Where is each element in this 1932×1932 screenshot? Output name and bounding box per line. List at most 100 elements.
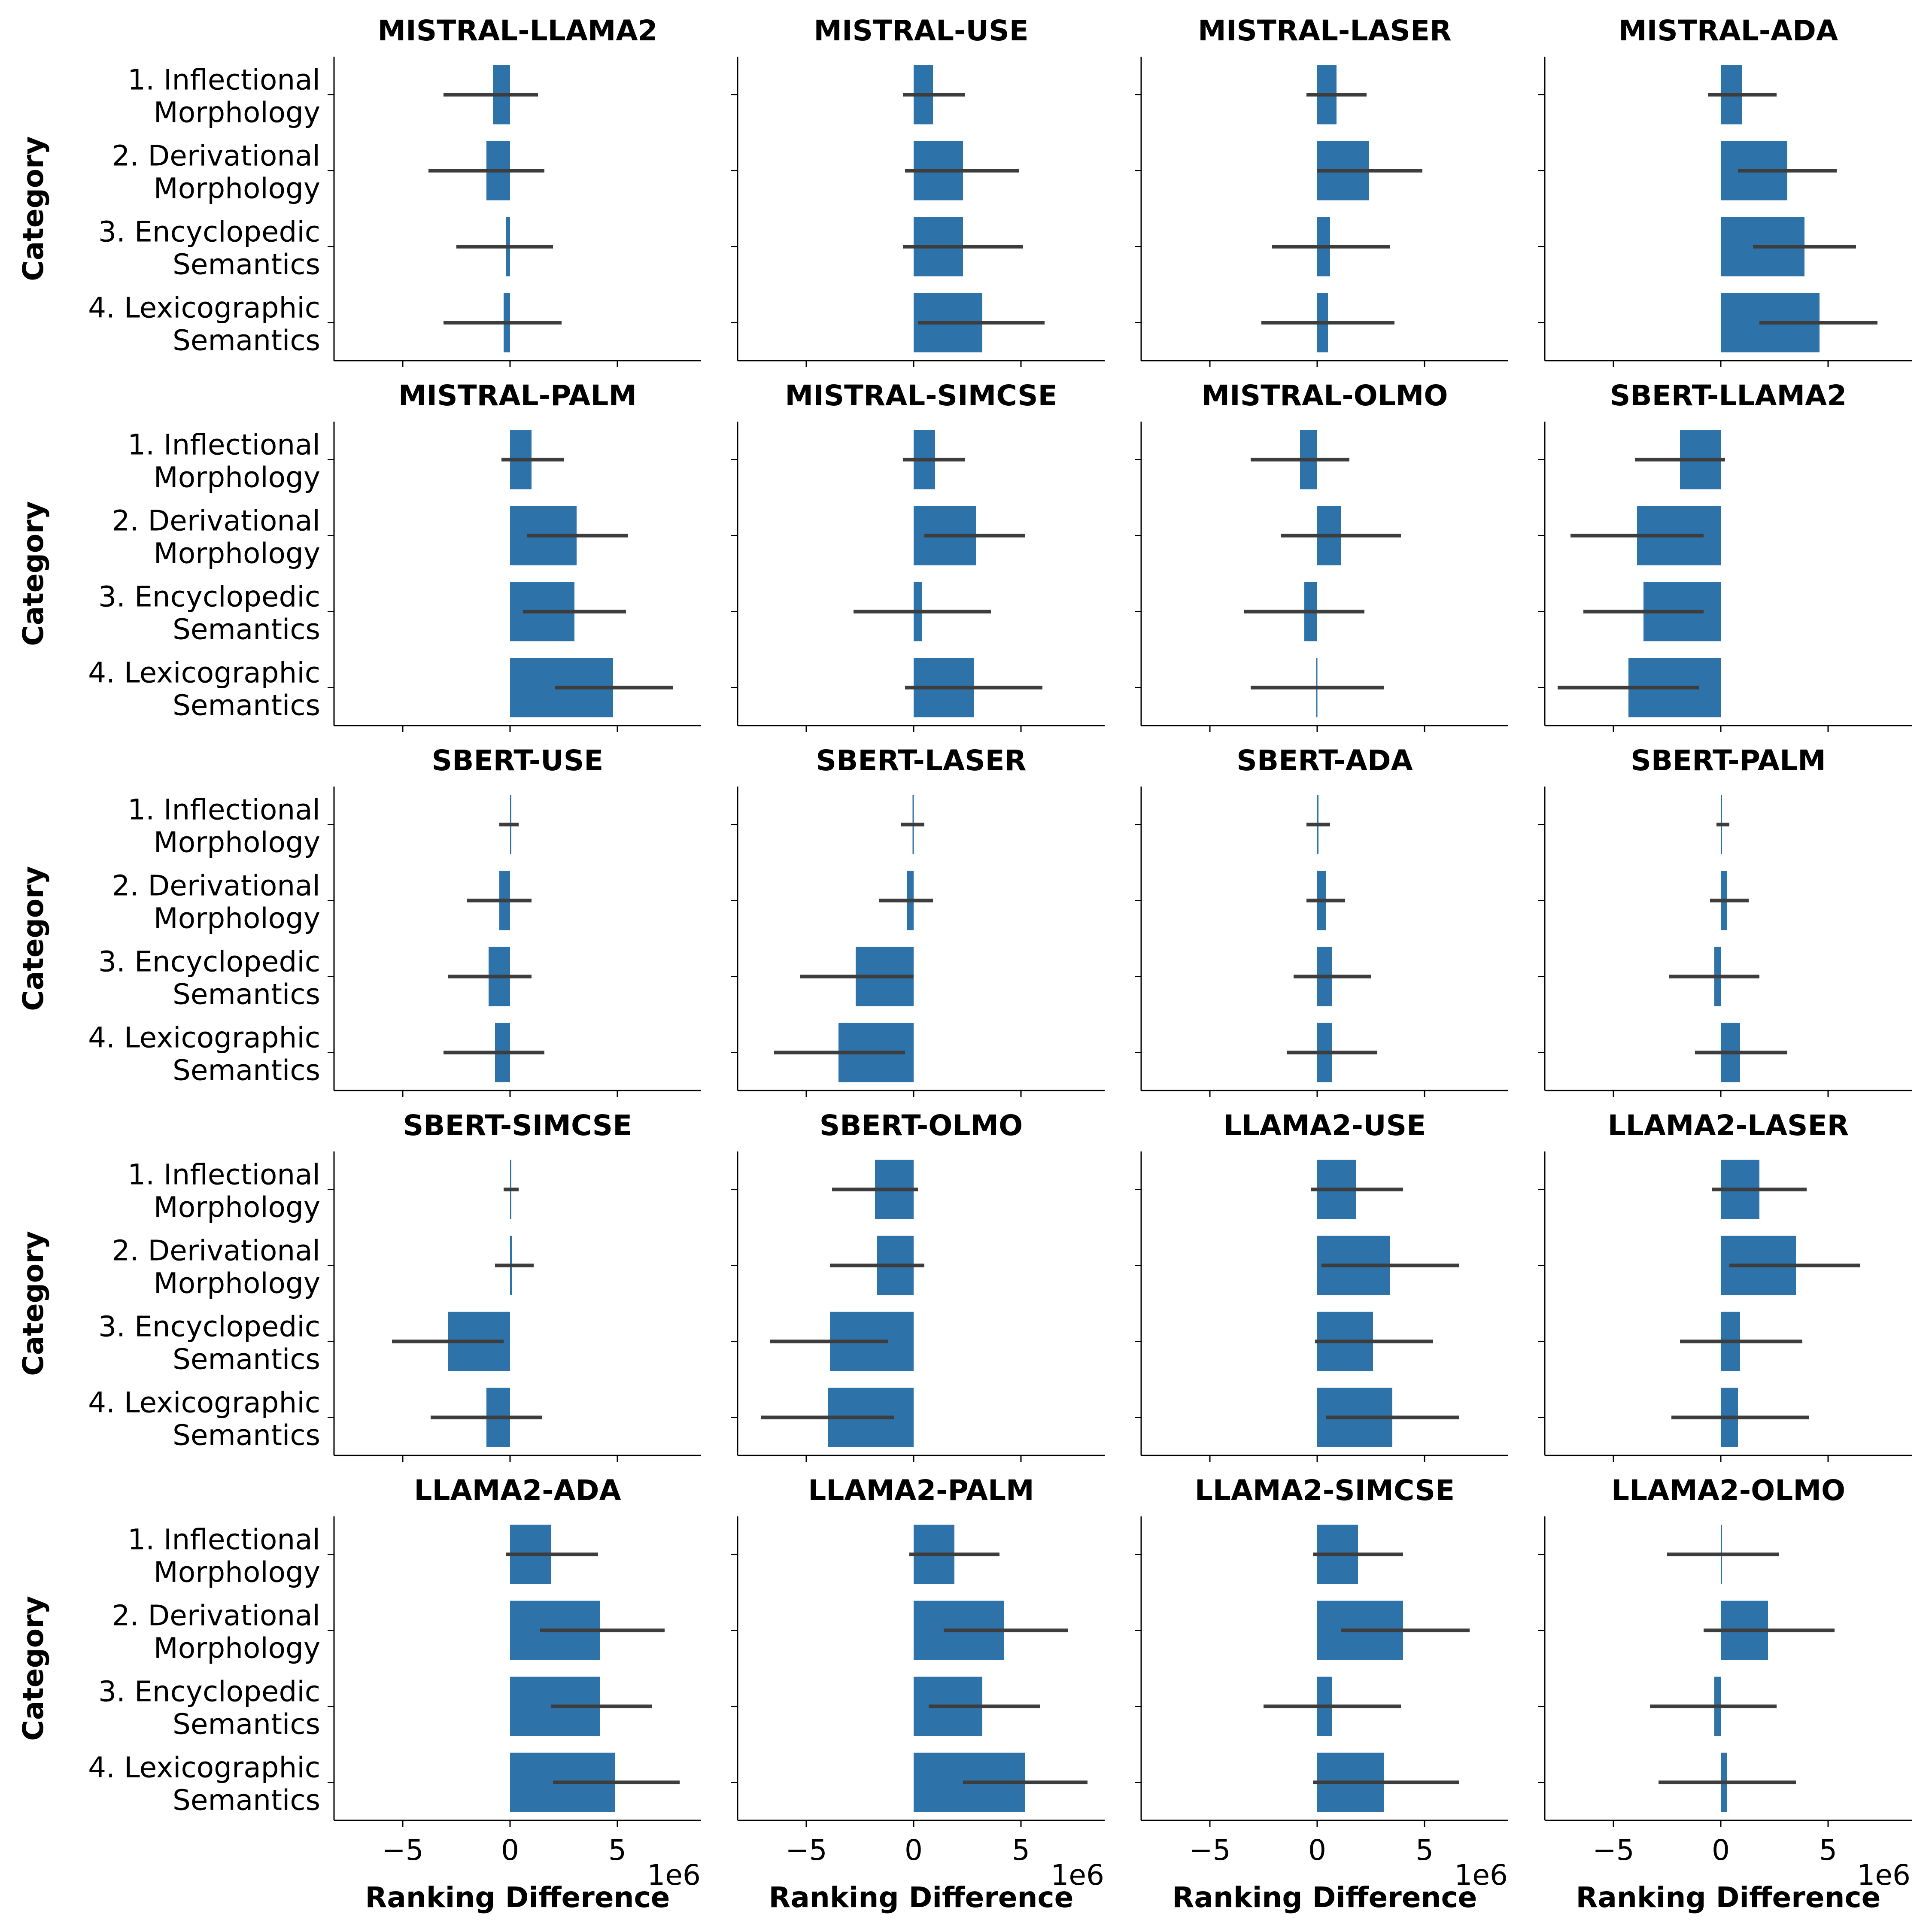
x-tick-label: 0 [501,1834,519,1867]
y-tick-label: 1. Inflectional [128,64,320,97]
y-tick-label: Semantics [173,613,320,646]
y-tick-label: 4. Lexicographic [88,1021,320,1054]
y-tick-label: 2. Derivational [112,1234,320,1267]
y-tick-label: Semantics [173,1708,320,1741]
y-tick-label: 2. Derivational [112,1599,320,1632]
y-tick-label: 1. Inflectional [128,1158,320,1191]
x-tick-label: −5 [1189,1834,1230,1867]
panel-title: LLAMA2-OLMO [1611,1474,1845,1507]
panel-title: MISTRAL-USE [814,14,1028,47]
panel-title: MISTRAL-ADA [1619,14,1838,47]
panel-title: SBERT-LASER [816,744,1026,777]
panel-title: MISTRAL-LLAMA2 [377,14,657,47]
y-tick-label: 4. Lexicographic [88,1751,320,1784]
panel-mistral-simcse: MISTRAL-SIMCSE [731,379,1105,732]
panel-sbert-llama2: SBERT-LLAMA2 [1538,379,1912,732]
x-tick-label: 5 [608,1834,626,1867]
panel-title: SBERT-OLMO [820,1109,1023,1142]
y-tick-label: 1. Inflectional [128,793,320,826]
x-tick-label: 0 [905,1834,923,1867]
panel-llama2-palm: LLAMA2-PALM −5 0 5 Ranking Difference [731,1474,1105,1914]
y-tick-label: 4. Lexicographic [88,1386,320,1419]
panel-title: SBERT-USE [432,744,604,777]
panel-sbert-palm: SBERT-PALM [1538,744,1912,1097]
x-tick-label: 5 [1012,1834,1030,1867]
panel-title: LLAMA2-SIMCSE [1195,1474,1455,1507]
y-tick-label: Semantics [173,324,320,357]
y-tick-label: Morphology [154,1632,320,1665]
panel-mistral-use: MISTRAL-USE [731,14,1105,367]
y-tick-label: Morphology [154,96,320,129]
y-tick-label: Morphology [154,172,320,205]
y-tick-label: Semantics [173,1784,320,1817]
x-tick-label: 5 [1416,1834,1434,1867]
x-offset-label: 1e6 [1454,1859,1508,1892]
y-tick-label: 3. Encyclopedic [98,216,320,249]
panel-llama2-simcse: LLAMA2-SIMCSE −5 0 5 Ranking Difference [1135,1474,1508,1914]
x-axis-title: Ranking Difference [365,1881,670,1914]
y-tick-label: 1. Inflectional [128,428,320,462]
x-offset-label: 1e6 [1051,1859,1104,1892]
x-tick-label: 5 [1819,1834,1837,1867]
x-axis-title: Ranking Difference [1173,1881,1477,1914]
y-tick-label: 2. Derivational [112,869,320,902]
panel-title: LLAMA2-LASER [1608,1109,1849,1142]
y-tick-label: Morphology [154,1556,320,1589]
y-tick-label: Morphology [154,461,320,494]
y-tick-label: Semantics [173,689,320,722]
y-tick-label: Morphology [154,537,320,570]
panel-title: SBERT-ADA [1236,744,1413,777]
y-tick-label: 1. Inflectional [128,1523,320,1556]
y-axis-title: Category [17,1596,50,1741]
panel-title: MISTRAL-SIMCSE [785,379,1057,412]
panel-title: SBERT-PALM [1631,744,1826,777]
y-axis-title: Category [17,136,50,281]
x-offset-label: 1e6 [1857,1859,1911,1892]
x-tick-label: −5 [785,1834,827,1867]
panel-title: SBERT-LLAMA2 [1610,379,1847,412]
y-tick-label: Morphology [154,826,320,859]
y-tick-label: Semantics [173,1054,320,1087]
panel-title: SBERT-SIMCSE [403,1109,632,1142]
panel-title: MISTRAL-OLMO [1201,379,1448,412]
y-tick-label: Morphology [154,902,320,935]
x-offset-label: 1e6 [647,1859,701,1892]
y-axis-title: Category [17,501,50,646]
panel-title: MISTRAL-LASER [1198,14,1452,47]
y-tick-label: 3. Encyclopedic [98,1310,320,1343]
panel-title: LLAMA2-PALM [808,1474,1034,1507]
x-tick-label: −5 [382,1834,423,1867]
x-tick-label: 0 [1308,1834,1326,1867]
panel-mistral-ada: MISTRAL-ADA [1538,14,1912,367]
x-tick-label: −5 [1592,1834,1634,1867]
panel-llama2-olmo: LLAMA2-OLMO −5 0 5 Ranking Difference [1538,1474,1912,1914]
x-axis-title: Ranking Difference [769,1881,1074,1914]
panel-sbert-ada: SBERT-ADA [1135,744,1508,1097]
y-tick-label: 3. Encyclopedic [98,945,320,978]
y-tick-label: Semantics [173,248,320,281]
y-tick-label: Semantics [173,978,320,1011]
y-tick-label: Morphology [154,1267,320,1300]
y-axis-title: Category [17,866,50,1011]
panel-llama2-laser: LLAMA2-LASER [1538,1109,1912,1462]
panel-sbert-laser: SBERT-LASER [731,744,1105,1097]
y-tick-label: 3. Encyclopedic [98,1675,320,1708]
x-tick-label: 0 [1712,1834,1730,1867]
panel-title: LLAMA2-ADA [414,1474,621,1507]
panel-llama2-use: LLAMA2-USE [1135,1109,1508,1462]
y-tick-label: 2. Derivational [112,504,320,538]
x-axis-title: Ranking Difference [1576,1881,1881,1914]
panel-mistral-laser: MISTRAL-LASER [1135,14,1508,367]
y-tick-label: Morphology [154,1191,320,1224]
panel-mistral-olmo: MISTRAL-OLMO [1135,379,1508,732]
panel-sbert-olmo: SBERT-OLMO [731,1109,1105,1462]
y-tick-label: Semantics [173,1343,320,1376]
y-tick-label: 3. Encyclopedic [98,580,320,614]
